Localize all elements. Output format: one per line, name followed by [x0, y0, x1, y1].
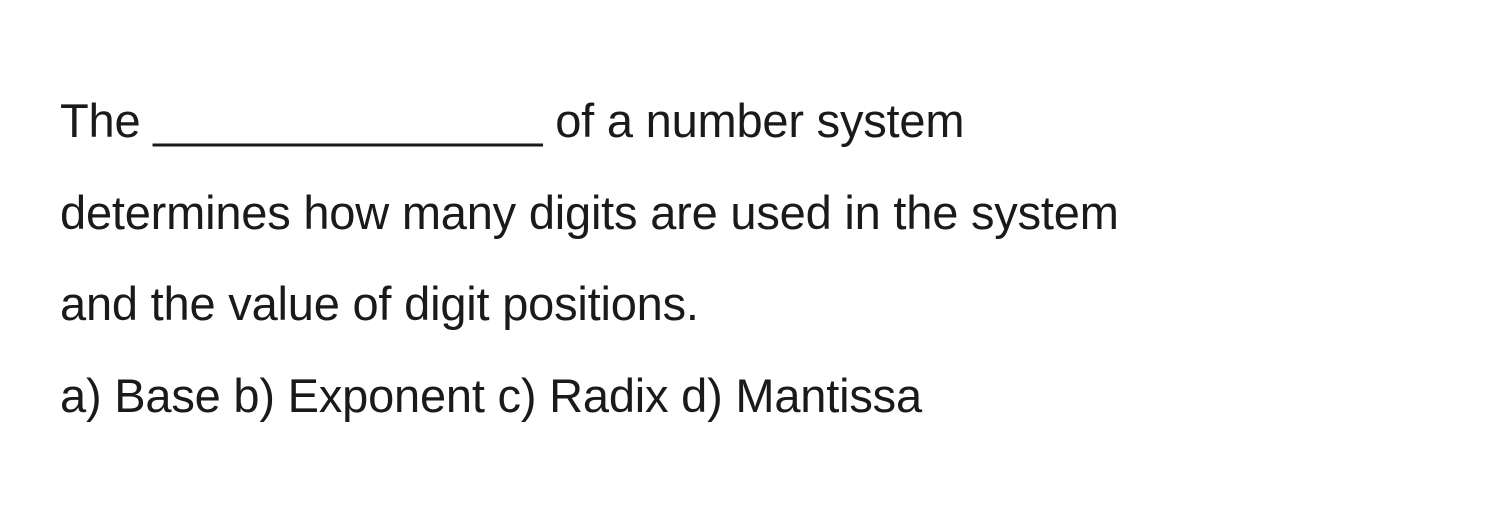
question-options: a) Base b) Exponent c) Radix d) Mantissa: [60, 350, 1440, 442]
question-container: The _______________ of a number system d…: [60, 75, 1440, 442]
question-stem-line-1: The _______________ of a number system: [60, 75, 1440, 167]
question-stem-line-2: determines how many digits are used in t…: [60, 167, 1440, 259]
question-stem-line-3: and the value of digit positions.: [60, 258, 1440, 350]
